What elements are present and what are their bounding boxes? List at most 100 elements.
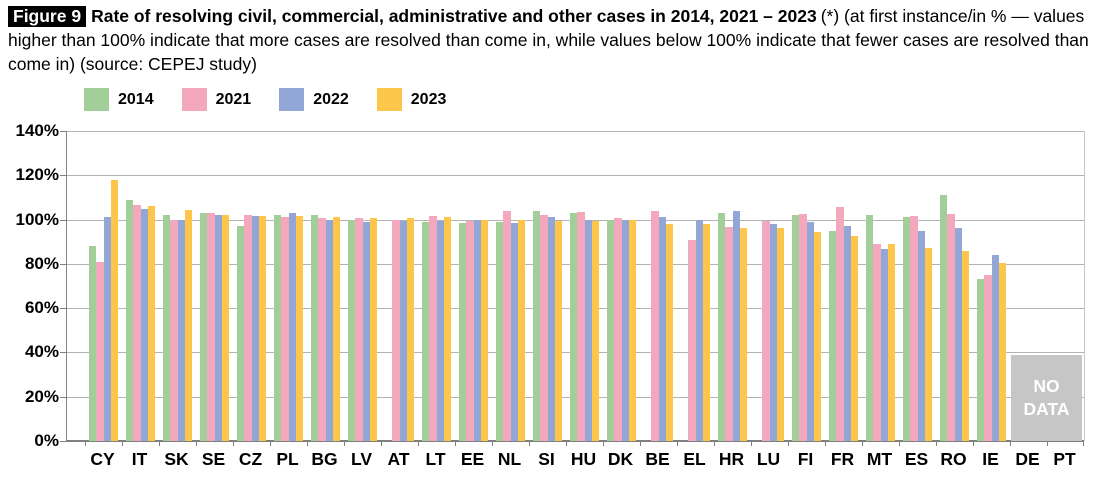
bar-slot xyxy=(443,131,452,441)
y-axis-tick xyxy=(60,396,67,398)
bar-es-2022 xyxy=(917,230,925,441)
bar-slot xyxy=(207,131,215,441)
bar-ie-2014 xyxy=(976,279,985,441)
bar-es-2021 xyxy=(910,216,918,441)
x-axis-label-hr: HR xyxy=(718,449,745,469)
bar-slot xyxy=(591,131,600,441)
bar-hr-2022 xyxy=(732,210,740,441)
bar-slot xyxy=(236,131,245,441)
bar-slot xyxy=(628,131,637,441)
bar-nl-2021 xyxy=(503,210,511,441)
bar-group-ee xyxy=(455,131,492,441)
x-axis-label-nl: NL xyxy=(497,449,522,469)
x-axis-tick xyxy=(85,441,86,446)
y-axis-tick xyxy=(60,219,67,221)
bar-fr-2021 xyxy=(836,207,844,441)
bar-slot xyxy=(984,131,992,441)
bar-mt-2014 xyxy=(865,215,874,441)
no-data-box: NO DATA xyxy=(1011,354,1082,441)
bar-ee-2014 xyxy=(458,222,467,441)
bar-pl-2014 xyxy=(273,215,282,441)
x-axis-tick xyxy=(159,441,160,446)
x-axis-tick xyxy=(566,441,567,446)
bar-slot xyxy=(836,131,844,441)
bar-slot xyxy=(954,131,962,441)
x-axis-label-hu: HU xyxy=(570,449,597,469)
bar-slot xyxy=(273,131,282,441)
bar-fi-2022 xyxy=(806,221,814,441)
bar-slot xyxy=(495,131,504,441)
bar-slot xyxy=(725,131,733,441)
y-axis-label: 20% xyxy=(24,386,59,406)
bar-dk-2023 xyxy=(628,219,637,441)
bar-slot xyxy=(458,131,467,441)
bar-slot xyxy=(295,131,304,441)
bar-slot xyxy=(976,131,985,441)
bar-slot xyxy=(873,131,881,441)
bar-es-2014 xyxy=(902,217,911,441)
bar-slot xyxy=(665,131,674,441)
bar-slot xyxy=(436,131,444,441)
bar-group-ro xyxy=(936,131,973,441)
bar-fr-2014 xyxy=(828,230,837,441)
x-axis-tick xyxy=(603,441,604,446)
bar-be-2022 xyxy=(658,217,666,441)
bar-lv-2022 xyxy=(362,221,370,441)
bar-slot xyxy=(517,131,526,441)
bar-slot xyxy=(947,131,955,441)
y-axis-label: 100% xyxy=(15,209,59,229)
bar-fi-2014 xyxy=(791,215,800,441)
x-axis-tick xyxy=(936,441,937,446)
x-axis-label-bg: BG xyxy=(311,449,338,469)
bar-slot xyxy=(510,131,518,441)
bar-it-2023 xyxy=(147,206,156,441)
bar-slot xyxy=(614,131,622,441)
bar-cz-2022 xyxy=(251,216,259,441)
x-axis-label-lv: LV xyxy=(350,449,373,469)
bar-slot xyxy=(658,131,666,441)
x-axis-label-el: EL xyxy=(683,449,706,469)
bar-hu-2014 xyxy=(569,212,578,441)
x-axis-label-pt: PT xyxy=(1053,449,1076,469)
bar-lt-2021 xyxy=(429,216,437,441)
bar-group-se xyxy=(196,131,233,441)
x-axis-tick xyxy=(233,441,234,446)
bar-group-lv xyxy=(344,131,381,441)
bar-slot xyxy=(184,131,193,441)
bar-slot xyxy=(421,131,430,441)
bar-slot xyxy=(466,131,474,441)
bar-at-2022 xyxy=(399,220,407,441)
x-axis-tick xyxy=(492,441,493,446)
bar-slot xyxy=(244,131,252,441)
bar-slot xyxy=(806,131,814,441)
bar-es-2023 xyxy=(924,248,933,441)
x-axis-label-si: SI xyxy=(538,449,555,469)
bar-slot xyxy=(96,131,104,441)
bar-slot xyxy=(347,131,356,441)
bar-slot xyxy=(221,131,230,441)
y-axis-tick xyxy=(60,263,67,265)
bar-slot xyxy=(910,131,918,441)
legend-label-2022: 2022 xyxy=(313,90,349,108)
bar-si-2023 xyxy=(554,220,563,441)
bar-slot xyxy=(917,131,925,441)
x-axis-label-ee: EE xyxy=(460,449,485,469)
bar-group-fr xyxy=(825,131,862,441)
x-axis-tick xyxy=(788,441,789,446)
bar-slot xyxy=(140,131,148,441)
legend-label-2014: 2014 xyxy=(118,90,154,108)
bar-slot xyxy=(399,131,407,441)
bar-slot xyxy=(532,131,541,441)
bar-slot xyxy=(162,131,171,441)
bar-nl-2023 xyxy=(517,219,526,441)
bar-lu-2023 xyxy=(776,228,785,441)
bar-cz-2023 xyxy=(258,216,267,441)
bar-slot xyxy=(214,131,222,441)
y-axis-label: 0% xyxy=(34,431,59,450)
legend-label-2021: 2021 xyxy=(215,90,252,108)
no-data-label: DATA xyxy=(1023,398,1070,419)
y-axis-label: 60% xyxy=(24,298,59,318)
bar-group-sk xyxy=(159,131,196,441)
bar-mt-2022 xyxy=(880,249,888,441)
bar-nl-2022 xyxy=(510,222,518,441)
